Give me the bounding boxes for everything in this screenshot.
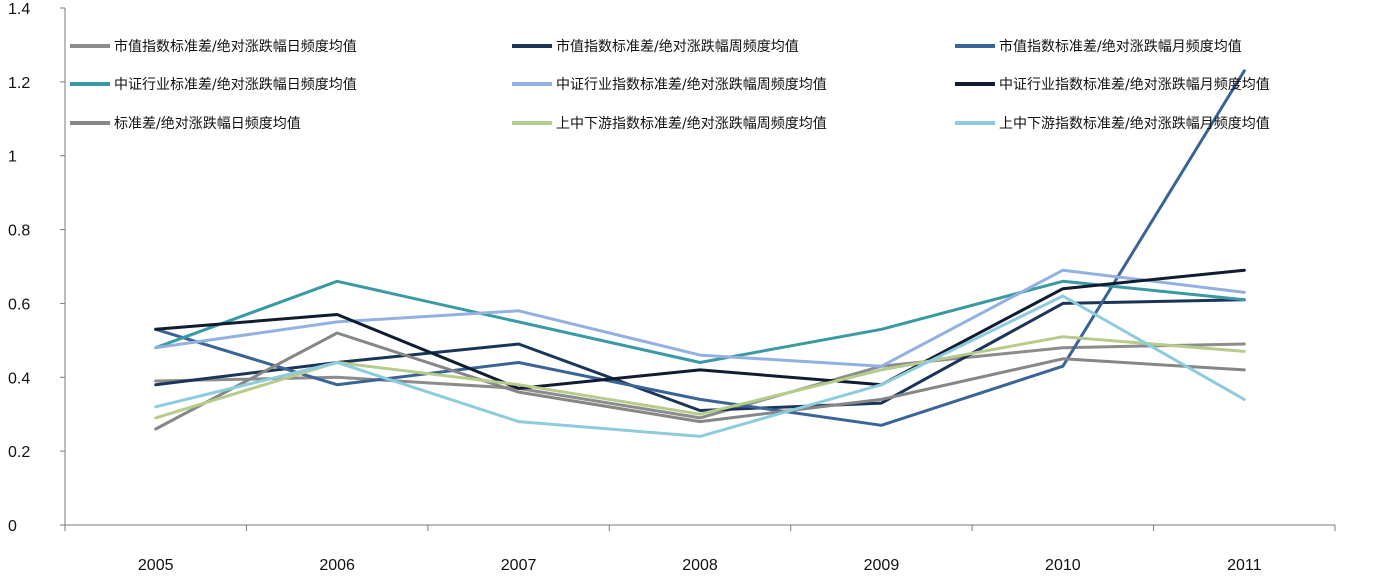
y-tick-label: 0.4 xyxy=(8,370,30,387)
series-line-1 xyxy=(154,342,1246,420)
series-line-7 xyxy=(154,331,1246,431)
legend-item: 上中下游指数标准差/绝对涨跌幅周频度均值 xyxy=(512,116,827,132)
legend-label: 市值指数标准差/绝对涨跌幅日频度均值 xyxy=(114,38,357,55)
legend-label: 上中下游指数标准差/绝对涨跌幅月频度均值 xyxy=(999,116,1270,132)
series-line-6 xyxy=(154,268,1246,390)
legend: 市值指数标准差/绝对涨跌幅日频度均值 市值指数标准差/绝对涨跌幅周频度均值 市值指数… xyxy=(70,38,1270,132)
series-line-5 xyxy=(154,268,1246,368)
x-tick-label: 2007 xyxy=(501,557,537,574)
legend-label: 市值指数标准差/绝对涨跌幅月频度均值 xyxy=(999,38,1242,55)
series-line-9 xyxy=(154,294,1246,438)
x-tick-label: 2010 xyxy=(1045,557,1081,574)
series-line-4 xyxy=(154,279,1246,364)
legend-label: 中证行业标准差/绝对涨跌幅日频度均值 xyxy=(114,77,357,93)
legend-item: 标准差/绝对涨跌幅日频度均值 xyxy=(70,116,301,132)
y-tick-label: 0.6 xyxy=(8,296,30,313)
legend-item: 市值指数标准差/绝对涨跌幅月频度均值 xyxy=(955,38,1242,55)
x-tick-label: 2009 xyxy=(864,557,900,574)
x-tick-label: 2005 xyxy=(138,557,174,574)
legend-item: 市值指数标准差/绝对涨跌幅日频度均值 xyxy=(70,38,357,55)
x-tick-label: 2011 xyxy=(1227,557,1262,574)
y-tick-label: 1.2 xyxy=(8,75,30,92)
legend-label: 中证行业指数标准差/绝对涨跌幅月频度均值 xyxy=(999,77,1270,93)
y-tick-label: 0.8 xyxy=(8,223,30,240)
x-tick-label: 2008 xyxy=(682,557,718,574)
legend-item: 中证行业标准差/绝对涨跌幅日频度均值 xyxy=(70,77,357,93)
y-tick-label: 1 xyxy=(8,149,17,166)
y-tick-label: 0 xyxy=(8,518,17,535)
series-line-3 xyxy=(154,69,1246,427)
legend-item: 中证行业指数标准差/绝对涨跌幅月频度均值 xyxy=(955,77,1270,93)
x-tick-label: 2006 xyxy=(319,557,355,574)
plot-area xyxy=(154,69,1246,438)
y-tick-label: 0.2 xyxy=(8,444,30,461)
legend-label: 上中下游指数标准差/绝对涨跌幅周频度均值 xyxy=(556,116,827,132)
legend-item: 上中下游指数标准差/绝对涨跌幅月频度均值 xyxy=(955,116,1270,132)
legend-label: 市值指数标准差/绝对涨跌幅周频度均值 xyxy=(556,38,799,55)
legend-label: 标准差/绝对涨跌幅日频度均值 xyxy=(114,116,301,132)
y-tick-label: 1.4 xyxy=(8,1,30,18)
axes: 0 0.2 0.4 0.6 0.8 1 1.2 1.4 2005 2006 2007 2008 2009… xyxy=(8,1,1336,574)
legend-item: 中证行业指数标准差/绝对涨跌幅周频度均值 xyxy=(512,77,827,93)
legend-label: 中证行业指数标准差/绝对涨跌幅周频度均值 xyxy=(556,77,827,93)
legend-item: 市值指数标准差/绝对涨跌幅周频度均值 xyxy=(512,38,799,55)
